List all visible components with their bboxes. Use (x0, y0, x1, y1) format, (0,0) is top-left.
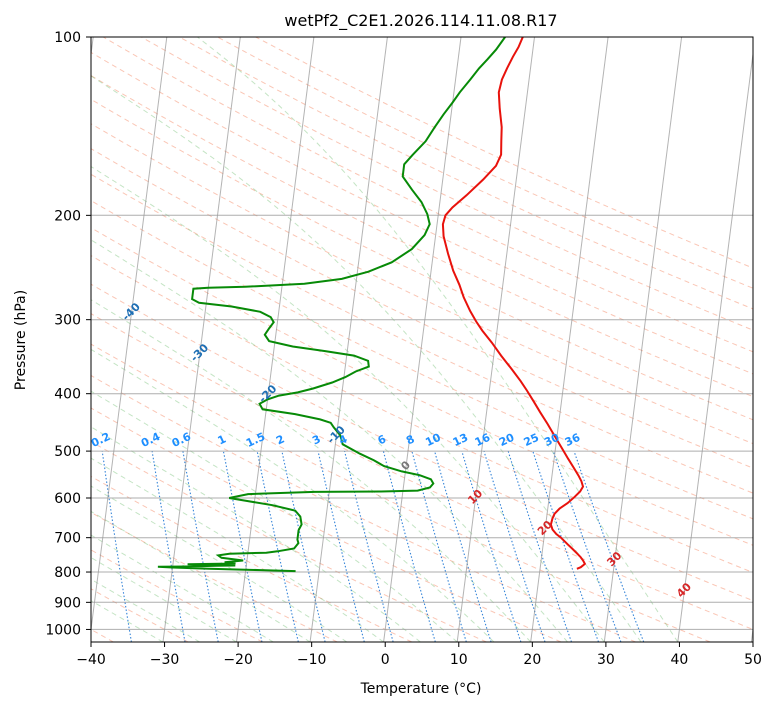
dry-adiabat-line (91, 227, 753, 546)
mixing-ratio-line (461, 450, 522, 642)
moist-adiabat-line (91, 390, 458, 642)
isotherm-line (309, 37, 388, 642)
mixing-ratio-label: 20 (497, 431, 517, 449)
moist-adiabat-line (197, 37, 679, 642)
x-tick-label: 30 (597, 652, 615, 668)
dry-adiabat-line (217, 37, 753, 289)
moist-adiabat-line (91, 299, 532, 642)
y-tick-label: 900 (54, 595, 81, 611)
moist-adiabat-line (91, 239, 568, 642)
x-tick-label: −40 (76, 652, 106, 668)
x-tick-label: 40 (671, 652, 689, 668)
x-tick-label: −20 (223, 652, 253, 668)
moist-adiabat-line (91, 457, 384, 642)
moist-adiabat-line (91, 556, 237, 642)
y-tick-label: 600 (54, 491, 81, 507)
x-tick-label: −10 (297, 652, 327, 668)
isotherm-line (456, 37, 535, 642)
dry-adiabat-line (179, 37, 753, 310)
gridlines (91, 37, 753, 642)
plot-frame (90, 36, 754, 643)
mixing-ratio-line (483, 450, 546, 642)
y-tick-label: 400 (54, 387, 81, 403)
mixing-ratio-label: 10 (423, 431, 443, 449)
mixing-ratio-line (317, 450, 365, 642)
mixing-ratio-line (382, 450, 436, 642)
moist-adiabat-line (91, 165, 605, 642)
mixing-ratio-line (411, 450, 467, 642)
x-axis-title: Temperature (°C) (360, 681, 482, 697)
isotherm-line (91, 37, 168, 634)
mixing-ratio-label: 25 (522, 431, 541, 449)
moist-adiabat-line (91, 578, 200, 642)
y-tick-label: 100 (54, 30, 81, 46)
dry-adiabat-line (91, 148, 753, 469)
dry-adiabat-line (91, 407, 562, 642)
moist-adiabat-line (91, 485, 348, 642)
x-tick-label: 10 (450, 652, 468, 668)
isotherm-line (603, 37, 683, 642)
y-tick-label: 500 (54, 444, 81, 460)
isotherm-line (677, 50, 753, 642)
y-tick-label: 800 (54, 565, 81, 581)
mixing-ratio-label: 36 (563, 431, 583, 449)
dry-adiabat-line (91, 313, 753, 630)
dry-adiabat-line (91, 200, 753, 520)
dry-adiabat-line (91, 75, 753, 398)
moist-adiabat-line (91, 75, 642, 642)
isotherm-line (383, 37, 462, 642)
chart-title: wetPf2_C2E1.2026.114.11.08.R17 (284, 11, 557, 31)
moist-adiabat-line (91, 534, 274, 642)
dry-adiabat-line (91, 374, 636, 642)
dry-adiabat-line (91, 549, 263, 642)
isotherm-line (236, 37, 315, 642)
y-tick-label: 700 (54, 531, 81, 547)
x-tick-label: −30 (150, 652, 180, 668)
x-tick-label: 50 (744, 652, 762, 668)
background-lines (91, 37, 753, 642)
mixing-ratio-line (222, 450, 263, 642)
dry-adiabat-line (102, 37, 753, 353)
mixing-ratio-line (532, 450, 600, 642)
mixing-ratio-line (573, 450, 645, 642)
temperature-line (441, 37, 587, 570)
isotherm-line (162, 37, 241, 642)
x-tick-label: 0 (381, 652, 390, 668)
mixing-ratio-line (507, 450, 573, 642)
mixing-ratio-label: 16 (473, 431, 493, 449)
x-tick-label: 20 (523, 652, 541, 668)
dry-adiabat-line (91, 123, 753, 445)
mixing-ratio-label: 13 (451, 431, 470, 449)
dry-adiabat-line (91, 440, 487, 642)
y-tick-label: 200 (54, 208, 81, 224)
dewpoint-line (157, 37, 506, 573)
y-tick-label: 1000 (45, 622, 81, 638)
sounding-profiles (157, 37, 587, 573)
mixing-ratio-line (281, 450, 326, 642)
axes: −40 −30 −20 −10 0 10 20 30 40 50 100 200 300 400 500 60… (45, 30, 762, 668)
y-tick-label: 300 (54, 313, 81, 329)
mixing-ratio-line (344, 450, 394, 642)
mixing-ratio-line (552, 450, 622, 642)
dry-adiabat-line (91, 343, 711, 642)
y-axis-title: Pressure (hPa) (13, 290, 29, 390)
isotherm-line (530, 37, 609, 642)
mixing-ratio-label: 30 (542, 431, 562, 449)
